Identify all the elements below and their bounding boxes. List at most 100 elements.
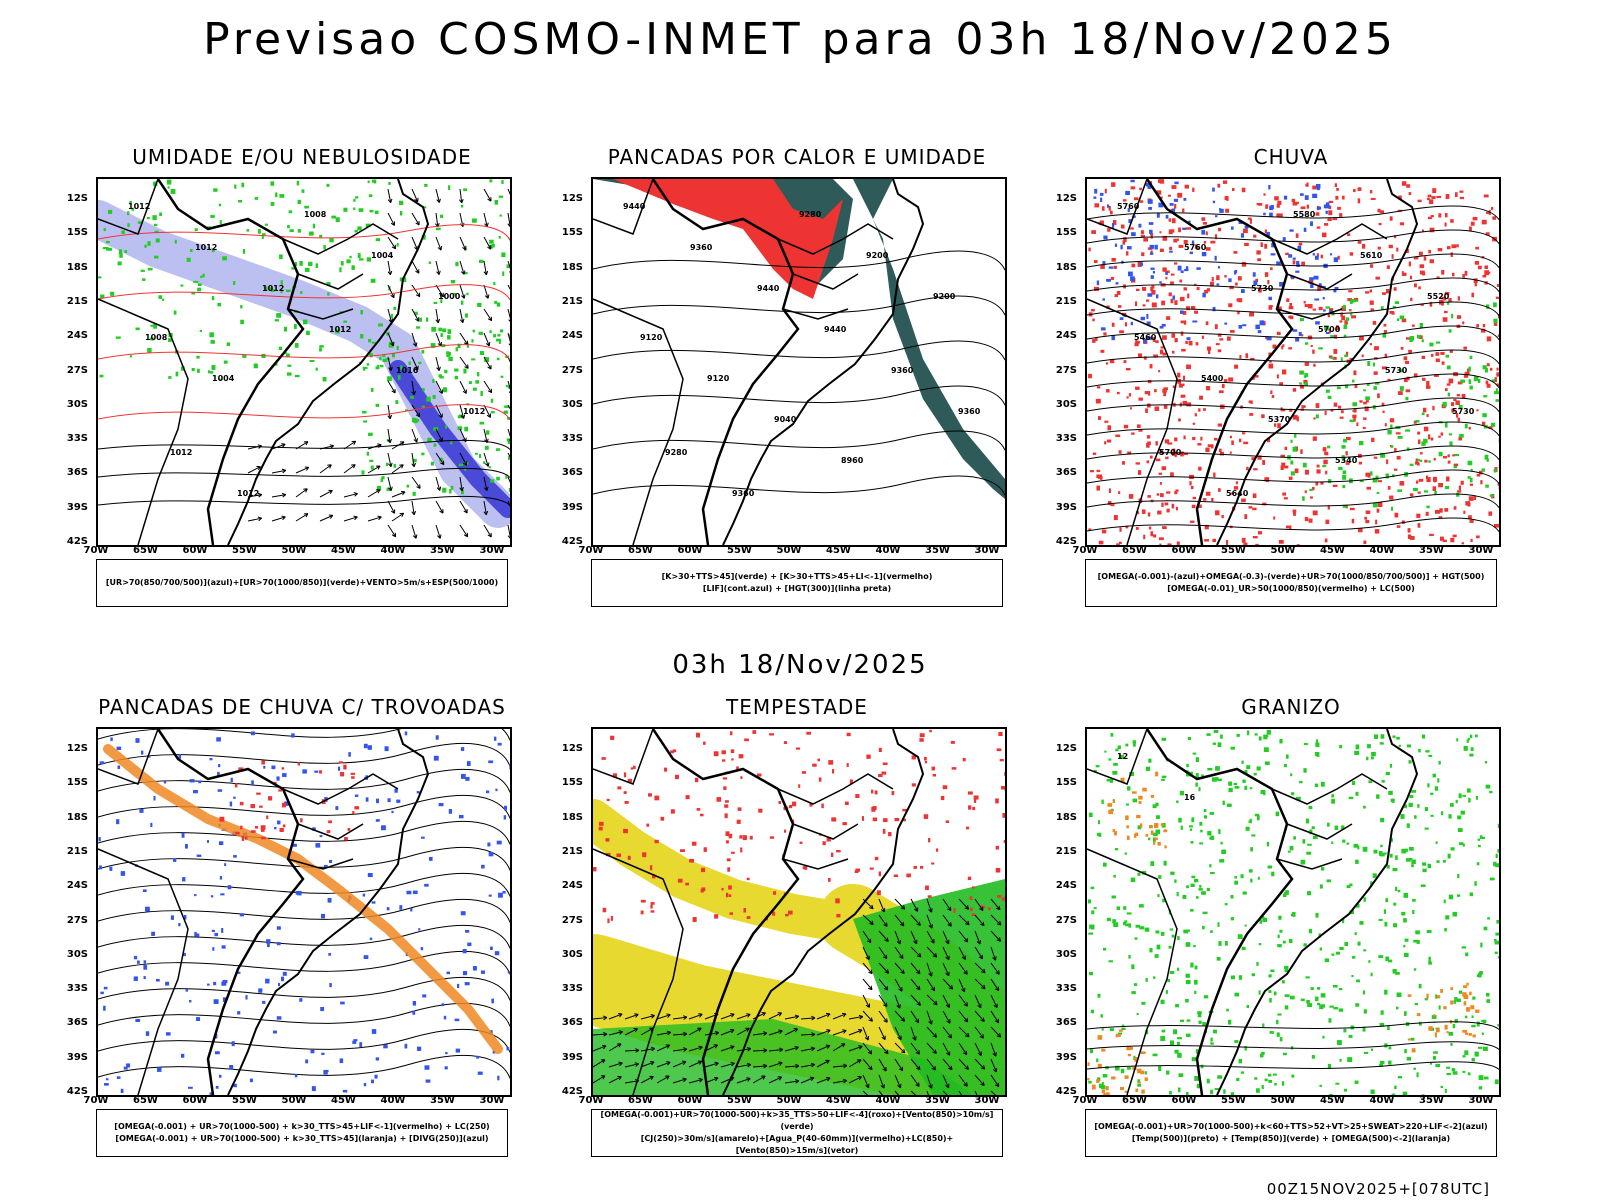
rain-red-area	[1349, 507, 1355, 511]
divergence-blue-dot	[193, 790, 198, 794]
wind850-vector	[958, 1042, 968, 1055]
divergence-blue-dot	[509, 764, 510, 770]
temp850-green-contour	[1469, 892, 1474, 897]
rain-red-area	[1122, 240, 1126, 245]
temp850-green-contour	[1212, 742, 1216, 745]
omega-green-area	[1417, 458, 1420, 461]
rain-red-area	[1185, 340, 1188, 345]
rain-red-area	[1118, 450, 1122, 454]
wind-vector	[387, 476, 392, 491]
wind850-vector	[832, 1029, 847, 1036]
divergence-blue-dot	[462, 971, 468, 976]
divergence-blue-dot	[335, 806, 339, 810]
omega-green-area	[1464, 423, 1468, 429]
contour-label: 5640	[1226, 489, 1249, 498]
omega-blue-area	[1312, 193, 1318, 199]
temp850-green-contour	[1261, 1051, 1265, 1055]
temp850-green-contour	[1131, 964, 1135, 970]
precipitable-water-red-contour	[783, 741, 788, 744]
rain-red-area	[1277, 200, 1282, 205]
coastline	[722, 179, 925, 545]
temp850-green-contour	[1380, 734, 1385, 739]
omega500-orange-area	[1112, 799, 1116, 803]
divergence-blue-dot	[151, 931, 155, 936]
rain-red-area	[1378, 222, 1382, 226]
omega-blue-area	[1295, 270, 1300, 273]
temp850-green-contour	[1315, 742, 1320, 747]
rain-red-area	[1450, 252, 1453, 258]
wind850-vector	[816, 1044, 831, 1052]
wind-vector	[247, 517, 262, 522]
humidity-green-contour	[374, 210, 379, 215]
divergence-blue-dot	[172, 858, 177, 862]
omega-green-area	[1460, 379, 1466, 383]
humidity-green-contour	[269, 287, 273, 290]
temp850-green-contour	[1126, 1066, 1131, 1070]
humidity-green-contour	[369, 209, 374, 213]
omega-green-area	[1485, 304, 1490, 309]
humidity-green-contour	[210, 371, 214, 374]
rain-red-area	[1422, 407, 1427, 413]
temp850-green-contour	[1135, 924, 1140, 928]
omega-blue-area	[1100, 327, 1106, 331]
contour-label: 1008	[145, 333, 168, 342]
omega500-orange-area	[1436, 995, 1441, 999]
wind850-vector	[910, 946, 922, 958]
divergence-blue-dot	[284, 801, 289, 806]
weather-map: 1012 1012 1012 1012 1016 1012 1012 1012 1008 1004…	[96, 177, 512, 547]
wind-vector	[388, 486, 393, 491]
temp850-green-contour	[1385, 898, 1389, 903]
omega500-orange-area	[1416, 1013, 1421, 1017]
rain-red-area	[1107, 425, 1112, 431]
humidity-green-contour	[464, 467, 467, 471]
wind-vector	[351, 464, 356, 469]
temp850-green-contour	[1103, 947, 1107, 951]
temp850-green-contour	[1409, 846, 1414, 851]
humidity-green-contour	[186, 257, 191, 262]
temp850-green-contour	[1218, 829, 1221, 835]
rain-red-area	[1365, 291, 1370, 294]
omega500-orange-area	[1426, 993, 1429, 999]
wind-vector	[319, 490, 333, 498]
divergence-blue-dot	[404, 731, 408, 736]
wind850-vector	[915, 969, 921, 975]
omega-blue-area	[1244, 225, 1249, 229]
divergence-blue-dot	[231, 1041, 235, 1047]
rain-red-area	[1245, 353, 1249, 359]
rain-red-area	[1137, 353, 1143, 358]
temp850-green-contour	[1230, 746, 1235, 750]
rain-red-area	[1096, 474, 1102, 479]
precipitable-water-red-contour	[945, 820, 950, 824]
coastline	[1216, 179, 1419, 545]
divergence-blue-dot	[486, 790, 490, 794]
humidity-green-contour	[312, 223, 316, 229]
latitude-label: 12S	[561, 743, 583, 754]
rain-red-area	[1309, 496, 1313, 499]
wind850-vector	[926, 978, 936, 992]
rain-red-area	[1320, 254, 1324, 259]
precipitable-water-red-contour	[826, 837, 831, 842]
thunderstorm-red-area	[259, 805, 263, 808]
humidity-green-contour	[406, 484, 410, 488]
rain-red-area	[1481, 328, 1486, 333]
temp850-green-contour	[1495, 932, 1499, 936]
wind850-vector	[958, 1090, 963, 1095]
rain-red-area	[1219, 338, 1224, 341]
rain-red-area	[1469, 519, 1474, 523]
wind-vector	[435, 404, 443, 418]
rain-red-area	[1146, 403, 1151, 408]
divergence-blue-dot	[196, 854, 202, 857]
humidity-green-contour	[375, 403, 380, 407]
latitude-label: 15S	[1055, 777, 1077, 789]
humidity-green-contour	[485, 430, 490, 435]
wind850-vector	[894, 962, 905, 974]
rain-red-area	[1457, 381, 1463, 385]
rain-red-area	[1332, 356, 1337, 360]
omega500-orange-area	[1087, 1077, 1090, 1081]
rain-red-area	[1426, 413, 1429, 418]
wind850-vector	[878, 1058, 887, 1072]
temp850-green-contour	[1175, 1003, 1179, 1008]
rain-red-area	[1109, 358, 1115, 364]
humidity-green-contour	[340, 261, 344, 266]
rain-red-area	[1171, 185, 1177, 189]
